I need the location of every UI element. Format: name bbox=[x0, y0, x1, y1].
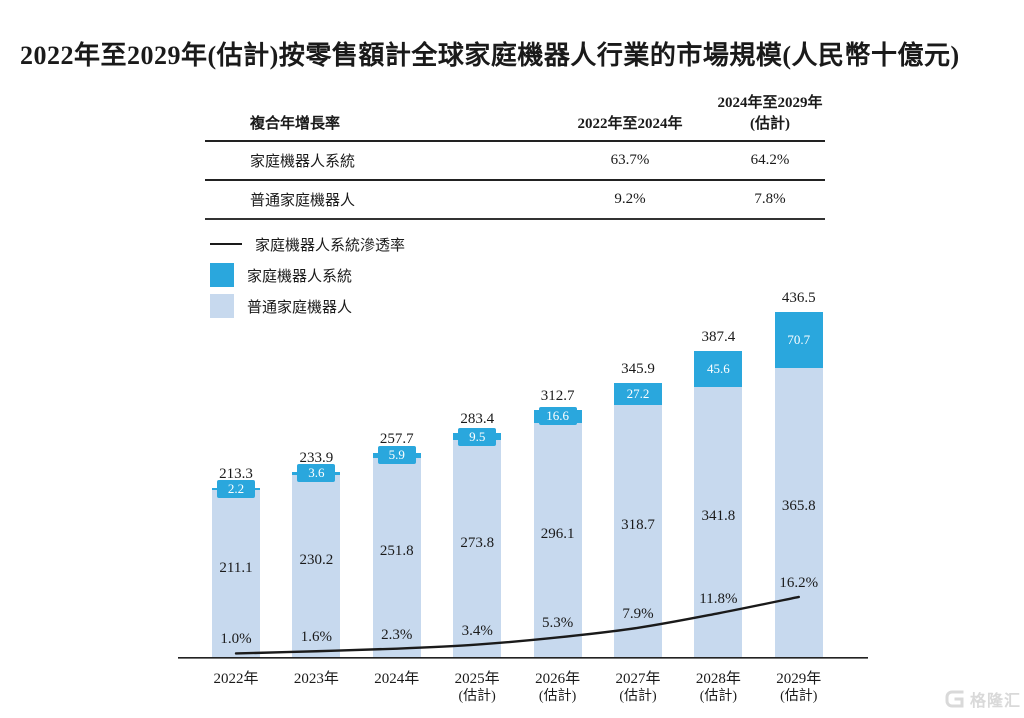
legend-item-home-robot-system: 家庭機器人系統 bbox=[210, 263, 405, 287]
axis-category-year: 2026年 bbox=[535, 671, 581, 687]
table-rule-middle bbox=[205, 179, 825, 181]
page-title: 2022年至2029年(估計)按零售額計全球家庭機器人行業的市場規模(人民幣十億… bbox=[20, 41, 960, 71]
cagr-header-2022-2024: 2022年至2024年 bbox=[545, 92, 715, 140]
row-value-2024-2029: 7.8% bbox=[754, 191, 786, 207]
axis-category-note: (估計) bbox=[699, 689, 738, 704]
row-label: 普通家庭機器人 bbox=[250, 193, 356, 209]
penetration-rate-label: 2.3% bbox=[381, 626, 413, 643]
legend-item-ordinary-home-robot: 普通家庭機器人 bbox=[210, 294, 405, 318]
blue-value-callout: 45.6 bbox=[699, 359, 738, 378]
blue-value-callout: 16.6 bbox=[538, 407, 577, 426]
blue-value-callout: 3.6 bbox=[297, 464, 336, 483]
axis-category-year: 2024年 bbox=[374, 671, 420, 687]
legend-label-penetration: 家庭機器人系統滲透率 bbox=[255, 237, 406, 254]
penetration-rate-label: 5.3% bbox=[541, 615, 574, 632]
light-value-label: 341.8 bbox=[701, 507, 736, 524]
total-value-label: 213.3 bbox=[219, 466, 253, 483]
axis-category-note: (估計) bbox=[780, 689, 818, 704]
cagr-header-label-text: 複合年增長率 bbox=[250, 116, 341, 132]
light-value-label: 296.1 bbox=[540, 525, 575, 542]
penetration-rate-label: 11.8% bbox=[699, 591, 738, 608]
cagr-header-2024-2029: 2024年至2029年 (估計) bbox=[715, 92, 825, 140]
blue-square-swatch-icon bbox=[210, 263, 234, 287]
penetration-rate-label: 16.2% bbox=[779, 574, 819, 591]
total-value-label: 233.9 bbox=[299, 450, 334, 467]
cagr-table: 複合年增長率 2022年至2024年 2024年至2029年 (估計) 家庭機器… bbox=[205, 92, 825, 220]
penetration-rate-label: 7.9% bbox=[622, 605, 654, 622]
blue-value-callout: 5.9 bbox=[377, 446, 416, 465]
blue-value-callout: 70.7 bbox=[779, 330, 818, 349]
gelonghui-logo-icon bbox=[945, 690, 964, 708]
cagr-header-2022-2024-text: 2022年至2024年 bbox=[577, 116, 683, 132]
blue-value-callout: 27.2 bbox=[619, 385, 657, 404]
penetration-rate-label: 3.4% bbox=[461, 622, 493, 639]
cagr-header-label: 複合年增長率 bbox=[205, 92, 545, 140]
table-row-ordinary-home-robot: 普通家庭機器人 9.2% 7.8% bbox=[205, 181, 825, 218]
lightblue-square-swatch-icon bbox=[210, 294, 234, 318]
blue-value-callout: 9.5 bbox=[458, 427, 497, 446]
light-value-label: 230.2 bbox=[299, 551, 334, 568]
axis-category-year: 2027年 bbox=[615, 671, 661, 687]
axis-category-year: 2025年 bbox=[454, 671, 500, 687]
legend-label-ordinary-home-robot: 普通家庭機器人 bbox=[247, 299, 353, 316]
chart-legend: 家庭機器人系統滲透率 家庭機器人系統 普通家庭機器人 bbox=[210, 232, 405, 325]
legend-label-home-robot-system: 家庭機器人系統 bbox=[247, 268, 353, 285]
light-value-label: 365.8 bbox=[781, 498, 816, 515]
penetration-rate-label: 1.0% bbox=[220, 631, 252, 648]
table-rule-bottom bbox=[205, 218, 825, 220]
table-rule-top bbox=[205, 140, 825, 142]
axis-category-year: 2022年 bbox=[213, 671, 259, 687]
row-value-2022-2024: 63.7% bbox=[610, 152, 650, 168]
axis-category-year: 2028年 bbox=[695, 671, 741, 687]
blue-value-callout: 2.2 bbox=[217, 480, 255, 499]
penetration-line-swatch-icon bbox=[210, 242, 242, 246]
axis-category-year: 2029年 bbox=[776, 671, 822, 687]
gelonghui-watermark: 格隆汇 bbox=[944, 687, 1021, 711]
total-value-label: 345.9 bbox=[621, 361, 655, 378]
legend-item-penetration: 家庭機器人系統滲透率 bbox=[210, 232, 405, 256]
total-value-label: 387.4 bbox=[701, 328, 736, 345]
light-value-label: 211.1 bbox=[219, 559, 253, 576]
cagr-table-header-row: 複合年增長率 2022年至2024年 2024年至2029年 (估計) bbox=[205, 92, 825, 140]
cagr-header-2024-2029-line1: 2024年至2029年 bbox=[717, 95, 823, 111]
row-label: 家庭機器人系統 bbox=[250, 154, 356, 170]
cagr-header-2024-2029-line2: (估計) bbox=[750, 116, 790, 132]
axis-category-note: (估計) bbox=[458, 689, 496, 704]
light-value-label: 318.7 bbox=[621, 516, 655, 533]
watermark-text: 格隆汇 bbox=[970, 693, 1022, 710]
axis-category-note: (估計) bbox=[619, 689, 657, 704]
table-row-home-robot-system: 家庭機器人系統 63.7% 64.2% bbox=[205, 142, 825, 179]
row-value-2022-2024: 9.2% bbox=[614, 191, 646, 207]
penetration-rate-label: 1.6% bbox=[300, 629, 333, 646]
axis-category-year: 2023年 bbox=[293, 671, 339, 687]
row-value-2024-2029: 64.2% bbox=[750, 152, 790, 168]
axis-category-note: (估計) bbox=[538, 689, 577, 704]
light-value-label: 273.8 bbox=[460, 534, 495, 551]
total-value-label: 283.4 bbox=[460, 410, 495, 427]
total-value-label: 257.7 bbox=[379, 431, 414, 448]
total-value-label: 312.7 bbox=[540, 387, 575, 404]
light-value-label: 251.8 bbox=[379, 543, 414, 560]
total-value-label: 436.5 bbox=[781, 289, 816, 306]
